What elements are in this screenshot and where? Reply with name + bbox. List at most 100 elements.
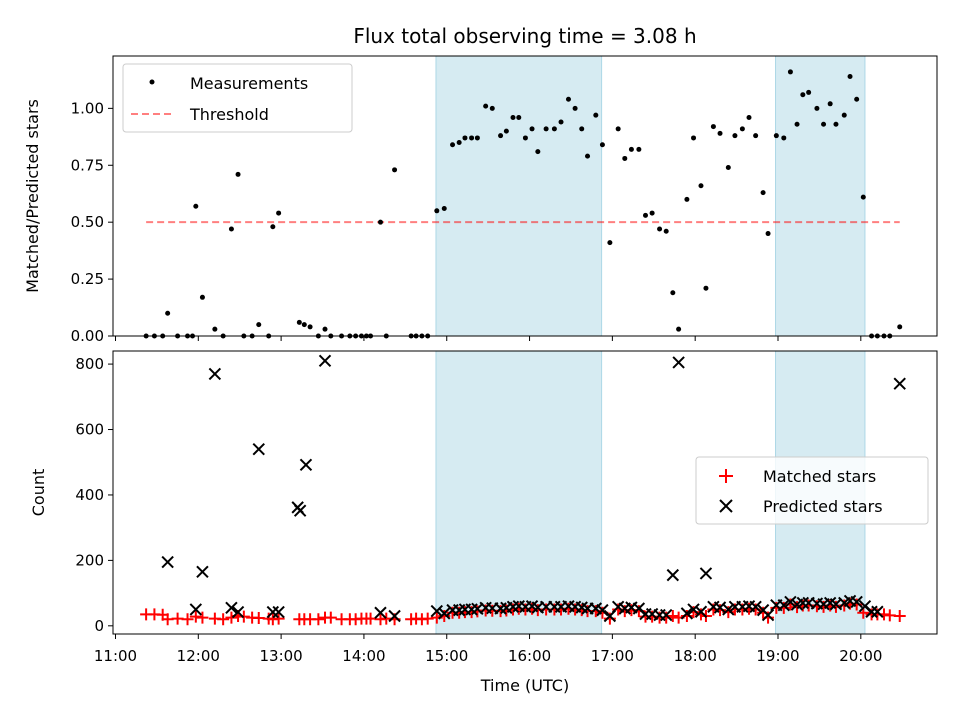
bottom-legend-box (695, 456, 929, 525)
matched-star-marker (272, 612, 285, 625)
legend-threshold-label: Threshold (189, 105, 269, 124)
predicted-star-marker (893, 377, 906, 390)
measurement-point (773, 133, 779, 139)
measurement-point (510, 114, 516, 120)
legend-measurements-marker (149, 79, 155, 85)
matched-star-marker (893, 610, 906, 623)
x-tick-label: 16:00 (508, 647, 551, 665)
measurement-point (579, 126, 585, 132)
measurement-point (296, 319, 302, 325)
predicted-star-marker (430, 604, 444, 618)
y-tick-label: 200 (75, 551, 104, 569)
y-tick-label: 400 (75, 486, 104, 504)
measurement-point (456, 140, 462, 146)
top-legend: Measurements Threshold (122, 63, 353, 133)
top-y-axis-label: Matched/Predicted stars (23, 99, 42, 293)
measurement-point (498, 133, 504, 139)
measurement-point (663, 228, 669, 234)
y-tick-label: 0.25 (71, 270, 104, 288)
measurement-point (827, 101, 833, 107)
measurement-point (753, 133, 759, 139)
measurement-point (732, 133, 738, 139)
measurement-point (522, 135, 528, 141)
measurement-point (469, 135, 475, 141)
predicted-star-marker (694, 605, 708, 618)
predicted-star-marker (388, 609, 401, 623)
measurement-point (228, 226, 234, 232)
measurement-point (806, 89, 812, 95)
top-y-ticks: 0.00 0.25 0.50 0.75 1.00 (71, 99, 113, 345)
predicted-star-marker (161, 555, 174, 569)
predicted-stars-series (161, 354, 906, 623)
predicted-star-marker (666, 568, 680, 582)
measurement-point (691, 135, 697, 141)
measurement-point (800, 92, 806, 98)
x-tick-label: 20:00 (839, 647, 882, 665)
x-tick-label: 17:00 (591, 647, 634, 665)
measurement-point (489, 105, 495, 111)
bottom-y-ticks: 0 200 400 600 800 (75, 355, 113, 635)
measurement-point (698, 183, 704, 189)
x-tick-label: 13:00 (259, 647, 302, 665)
y-tick-label: 800 (75, 355, 104, 373)
measurement-point (649, 210, 655, 216)
top-legend-box (122, 63, 353, 133)
measurement-point (434, 208, 440, 214)
measurement-point (301, 322, 307, 328)
predicted-star-marker (871, 605, 884, 618)
measurement-point (725, 165, 731, 171)
predicted-star-marker (208, 367, 222, 381)
predicted-star-marker (672, 356, 685, 369)
measurement-point (503, 128, 509, 134)
measurement-point (441, 206, 447, 212)
predicted-star-marker (680, 607, 694, 620)
measurement-point (235, 171, 241, 177)
observing-interval (775, 55, 866, 337)
y-tick-label: 0 (94, 617, 104, 635)
matched-stars-series (140, 597, 906, 626)
x-tick-label: 15:00 (425, 647, 468, 665)
measurement-point (193, 203, 199, 209)
measurement-point (483, 103, 489, 109)
x-tick-label: 14:00 (342, 647, 385, 665)
bottom-y-axis-label: Count (29, 469, 48, 517)
measurement-point (565, 96, 571, 102)
measurement-point (860, 194, 866, 200)
y-tick-label: 0.50 (71, 213, 104, 231)
predicted-star-marker (266, 605, 280, 619)
measurement-point (670, 290, 676, 296)
predicted-star-marker (850, 595, 863, 609)
measurement-point (585, 153, 591, 159)
bottom-x-ticks: 11:00 12:00 13:00 14:00 15:00 16:00 17:00 18:00… (94, 634, 882, 665)
predicted-star-marker (761, 608, 775, 622)
predicted-star-marker (189, 603, 203, 616)
x-tick-label: 18:00 (674, 647, 717, 665)
predicted-star-marker (749, 600, 762, 614)
x-axis-label: Time (UTC) (480, 676, 569, 695)
legend-matched-label: Matched stars (763, 467, 876, 486)
measurement-point (841, 112, 847, 118)
measurement-point (615, 126, 621, 132)
bottom-axes-frame (112, 350, 938, 635)
measurement-point (760, 190, 766, 196)
measurement-point (307, 324, 313, 330)
measurement-point (212, 326, 218, 332)
legend-predicted-label: Predicted stars (763, 497, 883, 516)
matched-star-marker (196, 611, 209, 624)
observing-interval (435, 350, 603, 635)
measurement-point (529, 126, 535, 132)
top-panel: 0.00 0.25 0.50 0.75 1.00 Matched/Predicted s… (23, 55, 938, 345)
predicted-star-marker (722, 603, 735, 616)
measurement-point (854, 96, 860, 102)
predicted-star-marker (796, 596, 810, 610)
measurement-point (684, 196, 690, 202)
legend-matched-marker (719, 469, 733, 483)
predicted-star-marker (293, 504, 307, 517)
measurement-point (746, 114, 752, 120)
bottom-legend: Matched stars Predicted stars (695, 456, 929, 525)
measurement-point (543, 126, 549, 132)
predicted-star-marker (225, 601, 238, 615)
x-tick-label: 12:00 (177, 647, 220, 665)
